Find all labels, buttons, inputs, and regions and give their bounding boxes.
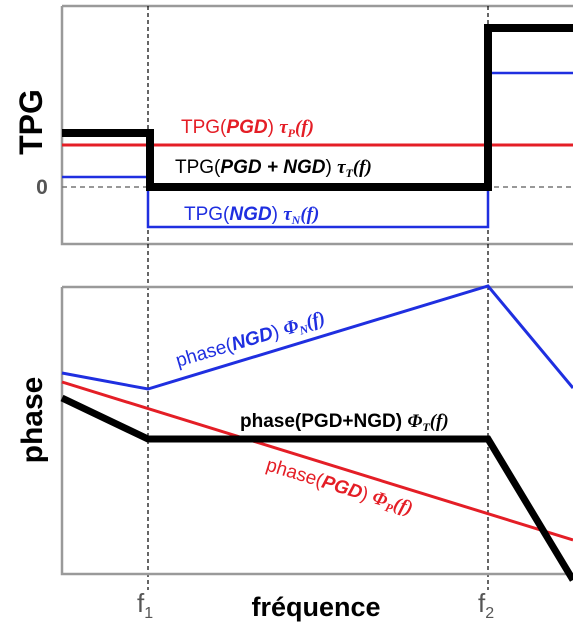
phase-total-line: [60, 394, 573, 582]
tpg-ngd-label: TPG(NGD) τN(f): [184, 204, 319, 227]
tpg-total-label: TPG(PGD + NGD) τT(f): [175, 157, 372, 180]
tpg-total-line: [62, 24, 573, 191]
tick-f1: f1: [137, 588, 153, 622]
x-axis: f1 f2 fréquence: [137, 588, 494, 622]
tick-f2: f2: [478, 588, 494, 622]
top-panel: TPG 0 TPG(PGD) τP(f) TPG(PGD + NGD) τT(f…: [13, 4, 573, 590]
phase-total-label: phase(PGD+NGD) ΦT(f): [240, 411, 449, 434]
zero-label: 0: [36, 176, 48, 199]
bottom-panel: phase phase(NGD) ΦN(f) phase(PGD+NGD) ΦT…: [16, 284, 573, 582]
phase-axis-title: phase: [16, 377, 49, 464]
tpg-pgd-label: TPG(PGD) τP(f): [181, 117, 314, 140]
tpg-ngd-line: [62, 71, 573, 229]
x-axis-title: fréquence: [251, 592, 380, 622]
phase-pgd-label: phase(PGD) ΦP(f): [263, 455, 415, 522]
tpg-axis-title: TPG: [13, 89, 49, 155]
phase-pgd-line: [61, 380, 573, 542]
phase-ngd-line: [61, 284, 573, 391]
